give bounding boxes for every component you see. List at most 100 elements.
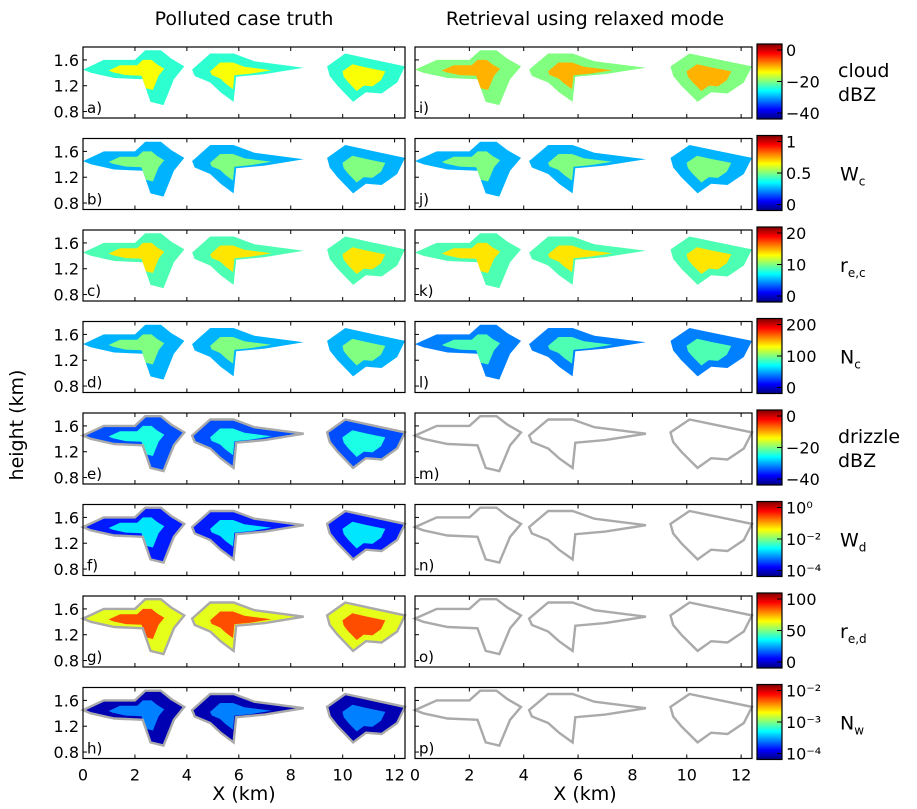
cloud-core [342,338,386,366]
cloud-core [441,242,501,273]
panel-letter: c) [87,282,101,300]
panel-left-row-7: g) [80,595,407,668]
panel-letter: f) [87,557,98,575]
variable-label: Nc [840,347,861,372]
cloud-outline [80,415,187,473]
panel-right-row-8: p) [411,686,754,760]
y-tick-label: 1.2 [54,443,79,462]
cloud-outline [527,692,647,745]
x-tick-label: 2 [464,766,474,785]
cloud-core [441,334,501,365]
colorbar-tick-label: 10⁻⁴ [786,745,821,764]
y-tick-label: 1.2 [54,717,79,736]
y-tick-label: 1.6 [54,417,79,436]
panel-right-row-4: l) [414,320,753,394]
panel-letter: g) [87,648,102,666]
cloud-core [548,154,613,181]
variable-label: drizzle [838,426,900,448]
cloud-core [210,611,272,639]
panel-letter: n) [419,557,434,575]
colorbar-tick-label: 0 [786,653,796,672]
colorbar-tick-label: 10⁻³ [786,713,821,732]
cloud-outline [190,692,304,745]
cloud-core [686,338,732,366]
variable-unit: dBZ [838,450,876,472]
y-tick-label: 1.6 [54,234,79,253]
panel-right-row-6: n) [411,503,754,577]
cloud-outline [190,418,304,471]
panel-frame [414,320,753,394]
x-tick-label: 2 [130,766,140,785]
panel-letter: k) [419,282,434,300]
y-tick-label: 1.2 [54,168,79,187]
colorbar-tick-label: 10⁰ [786,499,813,518]
column-title-right: Retrieval using relaxed mode [446,8,724,30]
x-tick-label: 4 [182,766,192,785]
variable-label: cloud [838,60,889,82]
x-tick-label: 0 [410,766,420,785]
cloud-core [441,151,501,182]
variable-label: re,c [840,255,866,280]
cloud-outline [669,692,754,744]
panel-left-row-6: f) [80,503,407,577]
x-tick-label: 6 [573,766,583,785]
panel-letter: h) [87,740,102,758]
colorbar-tick-label: 0 [786,287,796,306]
y-tick-label: 1.6 [54,325,79,344]
colorbar-tick-label: 200 [786,316,817,335]
panel-left-row-1: a) [82,46,406,119]
colorbar-tick-label: −20 [786,439,820,458]
colorbar-tick-label: 0 [786,407,796,426]
panel-frame [82,686,406,760]
y-tick-label: 1.6 [54,600,79,619]
cloud-outline [411,598,523,656]
colorbar-tick-label: 10⁻⁴ [786,562,821,581]
y-tick-label: 0.8 [54,103,79,122]
x-tick-label: 8 [627,766,637,785]
x-tick-label: 0 [78,766,88,785]
variable-label: Wc [840,164,865,189]
x-tick-label: 6 [234,766,244,785]
cloud-core [342,430,386,457]
y-tick-label: 0.8 [54,286,79,305]
cloud-core [108,151,165,182]
panel-right-row-2: j) [414,137,753,211]
cloud-core [342,155,386,183]
cloud-field [83,50,185,106]
y-tick-label: 1.2 [54,260,79,279]
y-tick-label: 1.2 [54,351,79,370]
colorbar-tick-label: 0.5 [786,164,811,183]
cloud-field [415,141,521,197]
colorbar-tick-label: 0 [786,196,796,215]
cloud-core [210,62,272,90]
cloud-outline [527,509,647,562]
x-tick-label: 10 [677,766,697,785]
cloud-outline [325,692,407,744]
y-tick-label: 1.2 [54,626,79,645]
panel-left-row-3: c) [82,229,406,302]
x-tick-label: 4 [519,766,529,785]
y-tick-label: 1.6 [54,142,79,161]
cloud-core [108,608,165,639]
y-tick-label: 0.8 [54,194,79,213]
cloud-outline [80,598,187,656]
colorbar-tick-label: 1 [786,133,796,152]
panel-letter: i) [419,99,429,117]
cloud-field [415,50,521,106]
cloud-field [83,507,185,563]
panel-letter: j) [418,191,429,209]
cloud-core [342,247,386,274]
cloud-core [108,425,165,456]
panel-frame [82,320,406,394]
cloud-core [686,155,732,183]
colorbar-tick-label: −40 [786,470,820,489]
cloud-core [210,703,272,730]
y-tick-label: 1.2 [54,534,79,553]
panel-letter: o) [419,648,434,666]
cloud-outline [411,506,523,565]
panel-left-row-8: h) [80,686,407,760]
panel-right-row-1: i) [414,46,753,119]
colorbar-tick-label: 10⁻² [786,682,821,701]
y-tick-label: 1.6 [54,508,79,527]
cloud-outline [80,689,187,748]
